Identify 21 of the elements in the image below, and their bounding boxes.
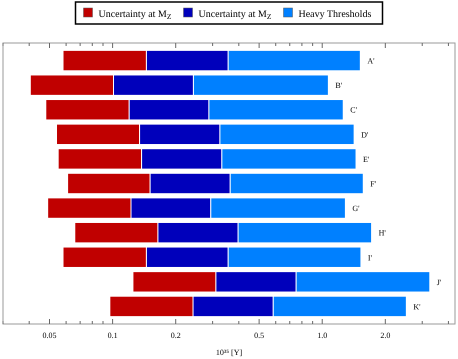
y-tick-label: G' — [352, 204, 360, 214]
x-tick-label: 0.5 — [254, 331, 264, 340]
y-tick-label: I' — [368, 253, 373, 262]
x-tick-label: 2.0 — [380, 331, 390, 340]
y-tick-label: H' — [378, 228, 386, 238]
legend-label: Uncertainty at M$_{Z}$ — [98, 9, 172, 22]
y-tick-label: D' — [361, 130, 369, 140]
y-tick-label: F' — [370, 180, 377, 188]
y-tick-label: K' — [413, 302, 422, 312]
x-tick-label: 1.0 — [317, 331, 328, 340]
y-tick-label: C' — [350, 106, 358, 115]
legend-label: Heavy Thresholds — [298, 9, 372, 20]
legend-label: Uncertainty at M$_{Z}$ — [198, 9, 272, 22]
y-tick-label: A' — [367, 56, 376, 66]
x-tick-label: 0.05 — [42, 331, 57, 340]
x-axis-title: 10³⁵ [Y] — [216, 348, 242, 357]
y-tick-label: J' — [436, 278, 442, 287]
y-tick-label: B' — [335, 81, 343, 90]
x-tick-label: 0.1 — [108, 331, 118, 340]
x-tick-label: 0.2 — [170, 331, 181, 340]
y-tick-label: E' — [363, 154, 370, 164]
